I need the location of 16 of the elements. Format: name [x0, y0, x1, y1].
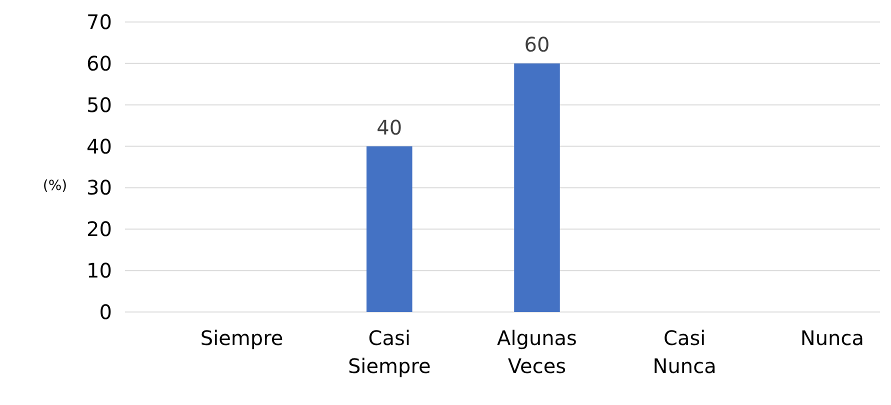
y-axis-title: (%) — [42, 178, 68, 194]
y-tick-label: 40 — [86, 134, 112, 158]
y-tick-label: 50 — [86, 92, 112, 117]
data-label: 60 — [524, 32, 550, 56]
y-tick-label: 20 — [86, 217, 112, 242]
y-tick-label: 70 — [86, 10, 112, 34]
x-tick-label: Casi Siempre — [348, 326, 431, 378]
y-tick-label: 10 — [86, 258, 112, 283]
data-label: 40 — [376, 115, 402, 140]
x-tick-label: Nunca — [800, 326, 864, 350]
x-tick-label: Algunas Veces — [497, 326, 577, 378]
y-tick-label: 60 — [86, 51, 112, 76]
y-tick-label: 30 — [86, 176, 112, 200]
x-tick-label: Siempre — [200, 326, 284, 350]
y-tick-label: 0 — [99, 300, 112, 324]
x-tick-label: Casi Nunca — [652, 326, 716, 378]
